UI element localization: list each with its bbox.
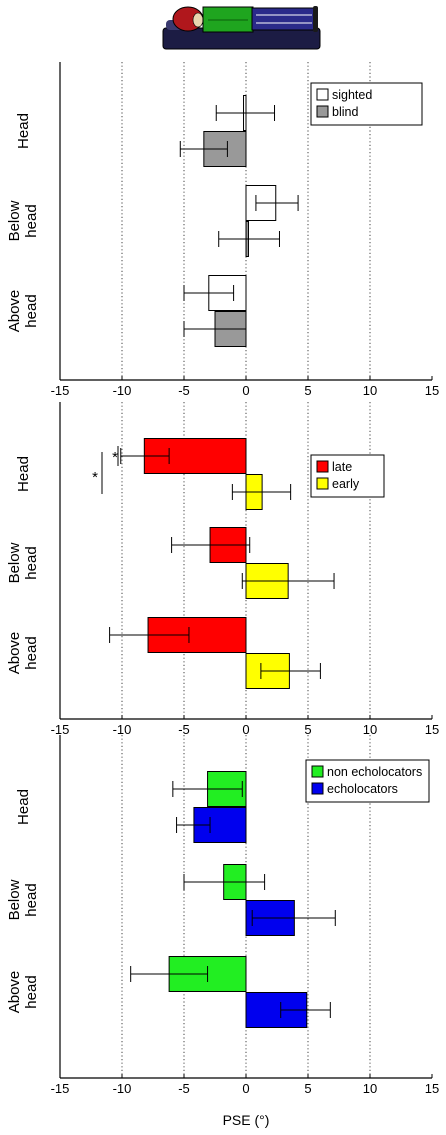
legend-swatch [311, 765, 324, 778]
chart-panel-1: -15 -10 -5 0 5 10 15HeadBelowheadAboveheadsigh… [6, 62, 439, 398]
category-label-line: Below [6, 200, 23, 241]
x-tick-label: 10 [363, 383, 377, 398]
x-tick-label: -5 [178, 722, 190, 737]
chart-panel-3: -15 -10 -5 0 5 10 15HeadBelowheadAboveheadnon … [6, 735, 439, 1096]
x-tick-label: -10 [113, 1081, 132, 1096]
x-tick-label: 0 [242, 383, 249, 398]
x-tick-label: -10 [113, 722, 132, 737]
category-label-line: Below [6, 879, 23, 920]
category-label: Abovehead [6, 632, 40, 675]
category-label: Head [15, 789, 32, 825]
category-label-line: Head [15, 789, 32, 825]
category-label-line: head [23, 546, 40, 579]
x-tick-label: 0 [242, 1081, 249, 1096]
legend-swatch [316, 460, 329, 473]
category-label: Belowhead [6, 542, 40, 583]
legend-label: echolocators [327, 782, 398, 796]
person-face [192, 12, 204, 28]
legend-swatch [316, 88, 329, 101]
x-tick-label: -5 [178, 383, 190, 398]
x-tick-label: -15 [51, 383, 70, 398]
category-label-line: Head [15, 456, 32, 492]
category-label: Belowhead [6, 879, 40, 920]
x-tick-label: 5 [304, 383, 311, 398]
x-tick-label: 5 [304, 722, 311, 737]
person-feet [313, 6, 318, 32]
legend-box [310, 82, 423, 126]
x-tick-label: 10 [363, 722, 377, 737]
x-tick-label: 15 [425, 383, 439, 398]
category-label: Head [15, 113, 32, 149]
legend: sighted blind [310, 82, 423, 126]
category-label: Head [15, 456, 32, 492]
legend-label: blind [332, 105, 358, 119]
x-tick-label: -5 [178, 1081, 190, 1096]
category-label-line: Below [6, 542, 23, 583]
x-tick-label: -15 [51, 1081, 70, 1096]
legend-swatch [316, 477, 329, 490]
category-label: Abovehead [6, 290, 40, 333]
chart-panel-2: -15 -10 -5 0 5 10 15HeadBelowheadAboveheadlate… [6, 402, 439, 737]
category-label: Belowhead [6, 200, 40, 241]
category-label-line: Above [6, 632, 23, 675]
x-tick-label: 15 [425, 1081, 439, 1096]
category-label-line: head [23, 883, 40, 916]
legend: non echolocators echolocators [305, 759, 430, 803]
x-tick-label: -10 [113, 383, 132, 398]
panels: -15 -10 -5 0 5 10 15HeadBelowheadAboveheadsigh… [6, 62, 439, 1096]
legend: late early [310, 454, 385, 498]
significance-star: * [92, 469, 98, 486]
category-label-line: Head [15, 113, 32, 149]
significance-star: * [112, 449, 118, 466]
x-tick-label: 0 [242, 722, 249, 737]
person-legs [251, 7, 316, 31]
legend-box [305, 759, 430, 803]
x-tick-label: -15 [51, 722, 70, 737]
x-axis-title: PSE (°) [223, 1112, 270, 1128]
legend-label: late [332, 460, 352, 474]
legend-swatch [311, 782, 324, 795]
category-label-line: Above [6, 290, 23, 333]
legend-swatch [316, 105, 329, 118]
legend-label: non echolocators [327, 765, 422, 779]
category-label-line: head [23, 294, 40, 327]
lying-person-on-bed-icon [162, 6, 321, 50]
x-tick-label: 15 [425, 722, 439, 737]
legend-label: sighted [332, 88, 372, 102]
category-label-line: head [23, 636, 40, 669]
category-label-line: head [23, 975, 40, 1008]
x-tick-label: 10 [363, 1081, 377, 1096]
x-tick-label: 5 [304, 1081, 311, 1096]
category-label-line: head [23, 204, 40, 237]
legend-label: early [332, 477, 360, 491]
category-label-line: Above [6, 971, 23, 1014]
category-label: Abovehead [6, 971, 40, 1014]
